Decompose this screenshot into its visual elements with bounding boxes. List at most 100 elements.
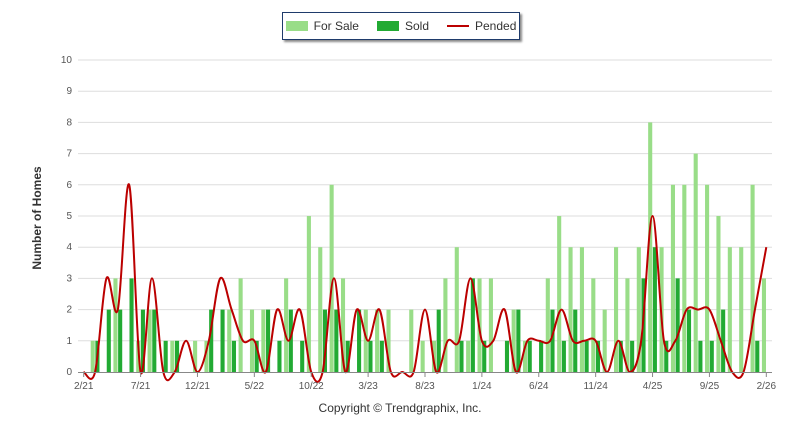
bar-series [90, 122, 767, 373]
bar-for-sale [648, 122, 653, 373]
bar-for-sale [750, 184, 755, 372]
bar-sold [584, 340, 589, 372]
bar-sold [504, 340, 510, 372]
y-tick-label: 6 [66, 180, 72, 191]
bar-sold [664, 340, 669, 372]
bar-for-sale [670, 184, 675, 372]
bar-for-sale [284, 278, 289, 372]
bar-sold [118, 309, 123, 372]
bar-for-sale [761, 278, 767, 372]
legend-item-sold[interactable]: Sold [376, 19, 429, 33]
x-tick-label: 10/22 [299, 381, 324, 392]
bar-for-sale [727, 247, 732, 372]
bar-sold [322, 309, 328, 372]
y-tick-label: 7 [66, 149, 72, 160]
bar-sold [459, 340, 464, 372]
bar-for-sale [318, 247, 323, 372]
bar-sold [539, 340, 544, 372]
x-tick-label: 4/25 [643, 381, 663, 392]
bar-sold [652, 247, 657, 372]
bar-sold [152, 309, 157, 372]
x-axis: 2/21 7/21 12/21 5/22 10/22 3/23 8/23 1/24 6/24 11… [74, 372, 776, 392]
bar-for-sale [329, 184, 334, 372]
bar-for-sale [466, 340, 471, 372]
bar-for-sale [579, 247, 584, 372]
bar-for-sale [113, 278, 118, 372]
bar-sold [550, 309, 555, 372]
bar-sold [334, 309, 339, 372]
y-tick-label: 5 [66, 211, 72, 222]
legend-item-pended[interactable]: Pended [447, 19, 516, 33]
bar-for-sale [682, 184, 687, 372]
bar-for-sale [375, 309, 380, 372]
bar-for-sale [204, 340, 209, 372]
bar-for-sale [591, 278, 596, 372]
bar-for-sale [249, 309, 255, 372]
bar-for-sale [488, 278, 493, 372]
bar-for-sale [340, 278, 346, 372]
bar-for-sale [409, 309, 414, 372]
bar-sold [163, 340, 168, 372]
x-tick-label: 11/24 [584, 381, 609, 392]
bar-for-sale [170, 340, 175, 372]
copyright-text: Copyright © Trendgraphix, Inc. [318, 401, 482, 415]
bar-for-sale [90, 340, 95, 372]
grid-lines [78, 59, 772, 342]
bar-for-sale [147, 309, 152, 372]
bar-sold [516, 309, 521, 372]
bar-sold [709, 340, 714, 372]
legend-label-pended: Pended [475, 19, 517, 33]
bar-sold [573, 309, 578, 372]
bar-for-sale [568, 247, 573, 372]
bar-for-sale [420, 340, 425, 372]
bar-sold [721, 309, 726, 372]
bar-sold [698, 340, 703, 372]
y-axis-ticks: 0 1 2 3 4 5 6 7 8 9 10 [61, 55, 73, 378]
bar-for-sale [716, 216, 721, 372]
bar-for-sale [386, 309, 391, 372]
y-tick-label: 2 [66, 305, 72, 316]
bar-sold [675, 278, 680, 372]
bar-sold [140, 309, 145, 372]
bar-sold [254, 340, 259, 372]
bar-sold [618, 340, 623, 372]
bar-for-sale [545, 278, 550, 372]
bar-for-sale [306, 216, 311, 372]
y-tick-label: 0 [66, 367, 72, 378]
bar-sold [686, 309, 692, 372]
x-tick-label: 5/22 [245, 381, 265, 392]
x-tick-label: 2/21 [74, 381, 94, 392]
x-tick-label: 7/21 [131, 381, 151, 392]
bar-for-sale [363, 309, 368, 372]
bar-for-sale [602, 309, 607, 372]
bar-sold [357, 309, 362, 372]
y-tick-label: 9 [66, 86, 72, 97]
bar-sold [482, 340, 487, 372]
bar-for-sale [261, 309, 266, 372]
x-tick-label: 3/23 [358, 381, 378, 392]
y-axis-title: Number of Homes [30, 166, 44, 270]
legend: For Sale Sold Pended [282, 12, 520, 40]
bar-sold [379, 340, 384, 372]
x-tick-label: 12/21 [185, 381, 210, 392]
pended-line [83, 183, 768, 383]
bar-sold [561, 340, 566, 372]
bar-for-sale [705, 184, 710, 372]
bar-for-sale [443, 278, 448, 372]
bar-sold [300, 340, 305, 372]
bar-for-sale [522, 340, 528, 372]
bar-sold [288, 309, 293, 372]
y-tick-label: 1 [66, 336, 72, 347]
bar-for-sale [739, 247, 744, 372]
bar-sold [266, 309, 271, 372]
bar-sold [527, 340, 532, 372]
bar-sold [220, 309, 225, 372]
legend-item-for-sale[interactable]: For Sale [285, 19, 359, 33]
bar-sold [129, 278, 134, 372]
legend-swatch-for-sale [285, 21, 308, 31]
bar-sold [470, 278, 475, 372]
y-tick-label: 8 [66, 117, 72, 128]
bar-sold [630, 340, 635, 372]
x-tick-label: 1/24 [472, 381, 492, 392]
